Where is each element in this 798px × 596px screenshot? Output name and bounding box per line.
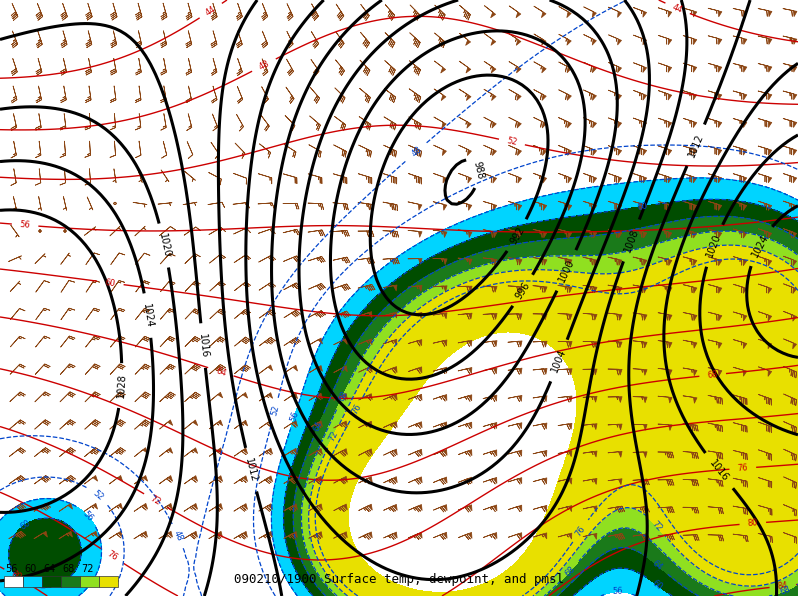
- Text: 090210/1900 Surface temp, dewpoint, and pmsl: 090210/1900 Surface temp, dewpoint, and …: [234, 573, 564, 586]
- Text: 1020: 1020: [705, 232, 723, 259]
- Text: 48: 48: [409, 145, 424, 159]
- Text: 60: 60: [637, 201, 648, 212]
- Bar: [99, 576, 118, 587]
- Text: 72: 72: [650, 519, 663, 533]
- Text: 76: 76: [574, 524, 587, 538]
- Text: 1024: 1024: [749, 232, 770, 259]
- Text: 68: 68: [778, 585, 792, 596]
- Text: 80: 80: [9, 569, 22, 582]
- Text: 60: 60: [105, 278, 117, 288]
- Text: 56: 56: [612, 587, 622, 596]
- Text: 72: 72: [81, 564, 93, 574]
- Text: 1028: 1028: [116, 373, 127, 398]
- Text: 1000: 1000: [557, 257, 576, 284]
- Text: 1024: 1024: [141, 303, 155, 328]
- Text: 52: 52: [91, 489, 105, 502]
- Text: 56: 56: [81, 509, 95, 523]
- Text: 1004: 1004: [550, 347, 568, 374]
- Text: 60: 60: [650, 578, 665, 592]
- Text: 76: 76: [350, 402, 363, 416]
- Text: 56: 56: [5, 564, 18, 574]
- Text: 996: 996: [514, 280, 532, 301]
- Text: 44: 44: [204, 4, 218, 17]
- Text: 1016: 1016: [708, 458, 730, 483]
- Text: 68: 68: [707, 370, 718, 380]
- Text: 52: 52: [269, 405, 281, 417]
- Text: 1016: 1016: [197, 333, 209, 358]
- Text: 72: 72: [148, 494, 163, 507]
- Text: 1012: 1012: [243, 457, 259, 483]
- Text: 52: 52: [506, 136, 518, 147]
- Text: 64: 64: [215, 366, 227, 378]
- Text: 48: 48: [172, 529, 184, 542]
- Text: 1012: 1012: [686, 132, 705, 159]
- Text: 68: 68: [563, 564, 577, 578]
- Text: 76: 76: [105, 550, 119, 563]
- Text: 64: 64: [43, 564, 55, 574]
- Text: 64: 64: [650, 558, 665, 572]
- Text: 60: 60: [18, 518, 32, 532]
- Text: 72: 72: [327, 429, 340, 442]
- Bar: [42, 576, 61, 587]
- Text: 60: 60: [24, 564, 36, 574]
- Text: 56: 56: [19, 220, 31, 230]
- Text: 1020: 1020: [157, 232, 172, 259]
- Text: 48: 48: [257, 58, 271, 72]
- Text: 992: 992: [508, 225, 526, 246]
- Bar: [4, 576, 23, 587]
- Text: 64: 64: [312, 419, 325, 432]
- Bar: [23, 576, 42, 587]
- Text: 56: 56: [289, 409, 301, 422]
- Bar: [80, 576, 99, 587]
- Text: 80: 80: [747, 519, 758, 528]
- Text: 68: 68: [337, 389, 350, 402]
- Text: 68: 68: [62, 564, 74, 574]
- Text: 76: 76: [737, 464, 749, 473]
- Text: 84: 84: [777, 581, 788, 591]
- Text: 44: 44: [671, 2, 684, 15]
- Text: 988: 988: [472, 160, 485, 181]
- Text: 1008: 1008: [622, 227, 640, 254]
- Bar: [61, 576, 80, 587]
